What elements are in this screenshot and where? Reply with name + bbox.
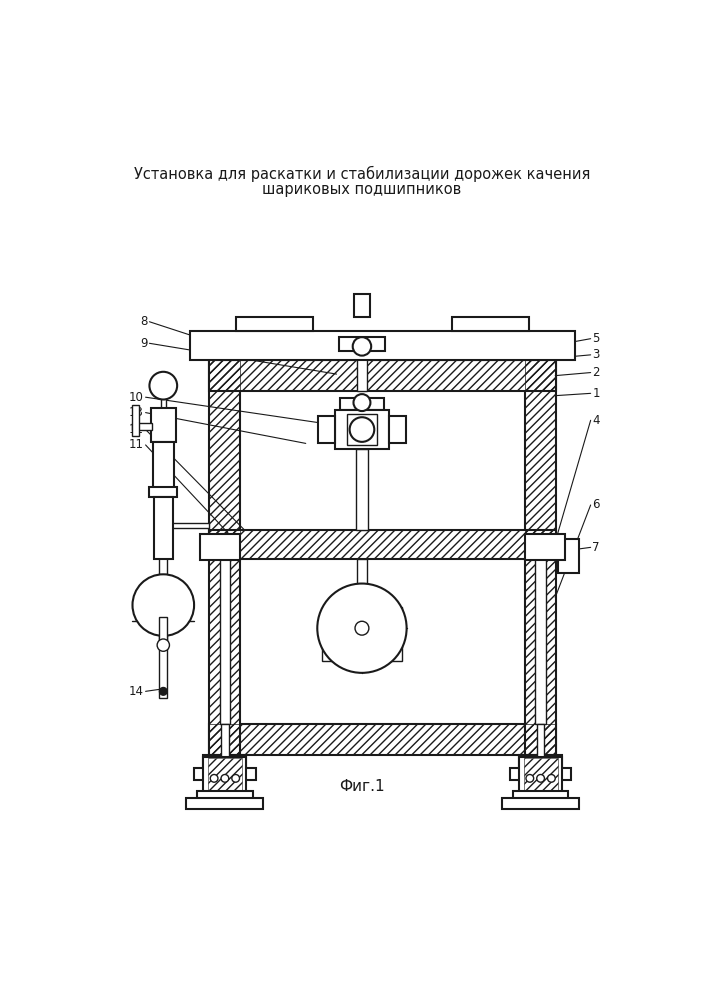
Circle shape bbox=[149, 372, 177, 400]
Bar bbox=[160, 617, 167, 640]
Text: 9: 9 bbox=[141, 337, 148, 350]
Bar bbox=[340, 398, 383, 410]
Circle shape bbox=[132, 574, 194, 636]
Bar bbox=[149, 487, 177, 497]
Bar bbox=[513, 791, 568, 800]
Bar bbox=[161, 386, 165, 409]
Circle shape bbox=[353, 337, 371, 356]
Text: Установка для раскатки и стабилизации дорожек качения: Установка для раскатки и стабилизации до… bbox=[134, 166, 590, 182]
Text: 4: 4 bbox=[592, 414, 600, 427]
Circle shape bbox=[317, 584, 407, 673]
Bar bbox=[209, 724, 556, 755]
Text: 5: 5 bbox=[592, 332, 600, 345]
Bar bbox=[354, 294, 370, 317]
Bar bbox=[160, 420, 167, 698]
Bar bbox=[204, 757, 247, 794]
Text: 8: 8 bbox=[141, 315, 148, 328]
Bar bbox=[558, 539, 579, 573]
Bar bbox=[525, 534, 565, 560]
Circle shape bbox=[350, 417, 374, 442]
Bar bbox=[519, 755, 562, 769]
Bar bbox=[208, 758, 242, 792]
Bar bbox=[209, 360, 556, 391]
Bar bbox=[187, 798, 264, 809]
Bar bbox=[346, 414, 378, 445]
Circle shape bbox=[547, 774, 555, 782]
Text: 11: 11 bbox=[129, 438, 144, 451]
Circle shape bbox=[537, 774, 544, 782]
Bar bbox=[194, 768, 256, 780]
Text: шариковых подшипников: шариковых подшипников bbox=[262, 182, 462, 197]
Bar bbox=[335, 410, 389, 449]
Bar bbox=[151, 408, 175, 442]
Bar bbox=[524, 758, 558, 792]
Text: 1: 1 bbox=[592, 387, 600, 400]
Bar bbox=[209, 530, 556, 559]
Text: 10: 10 bbox=[129, 391, 144, 404]
Bar bbox=[200, 534, 240, 560]
Bar bbox=[197, 791, 252, 800]
Bar bbox=[519, 757, 562, 794]
Bar bbox=[190, 331, 575, 360]
Bar bbox=[219, 559, 230, 724]
Bar bbox=[356, 449, 368, 530]
Bar bbox=[537, 724, 544, 759]
Bar bbox=[154, 497, 173, 559]
Bar bbox=[209, 724, 556, 755]
Circle shape bbox=[526, 774, 534, 782]
Bar bbox=[163, 523, 209, 528]
Bar bbox=[204, 755, 247, 769]
Bar bbox=[525, 359, 556, 755]
Bar bbox=[209, 359, 240, 755]
Bar bbox=[318, 416, 335, 443]
Bar bbox=[339, 337, 385, 351]
Bar bbox=[236, 317, 313, 331]
Circle shape bbox=[221, 774, 229, 782]
Bar bbox=[153, 442, 174, 490]
Text: 12: 12 bbox=[129, 423, 144, 436]
Bar bbox=[356, 349, 368, 391]
Circle shape bbox=[210, 774, 218, 782]
Circle shape bbox=[354, 394, 370, 411]
Bar bbox=[356, 559, 368, 590]
Bar bbox=[221, 724, 229, 759]
Text: Фиг.1: Фиг.1 bbox=[339, 779, 385, 794]
Text: 13: 13 bbox=[129, 406, 144, 419]
Bar bbox=[322, 607, 402, 661]
Text: 14: 14 bbox=[129, 685, 144, 698]
Bar bbox=[535, 559, 546, 724]
Circle shape bbox=[157, 639, 170, 651]
Circle shape bbox=[232, 774, 240, 782]
Bar bbox=[209, 359, 240, 755]
Bar bbox=[209, 360, 556, 391]
Text: 6: 6 bbox=[592, 498, 600, 512]
Bar bbox=[132, 423, 152, 430]
Text: 3: 3 bbox=[592, 348, 600, 361]
Circle shape bbox=[355, 621, 369, 635]
Bar bbox=[510, 768, 571, 780]
Text: 7: 7 bbox=[592, 541, 600, 554]
Text: 2: 2 bbox=[592, 366, 600, 379]
Circle shape bbox=[160, 687, 167, 695]
Bar bbox=[525, 359, 556, 755]
Bar bbox=[132, 405, 139, 436]
Bar bbox=[502, 798, 579, 809]
Bar bbox=[389, 416, 406, 443]
Bar bbox=[452, 317, 529, 331]
Bar bbox=[209, 530, 556, 559]
